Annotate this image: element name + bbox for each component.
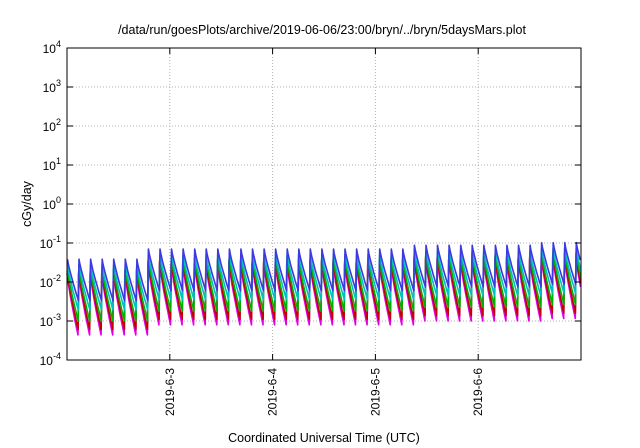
x-axis-label: Coordinated Universal Time (UTC) [228, 431, 420, 445]
y-axis-label: cGy/day [20, 180, 34, 227]
y-tick-label: 102 [43, 117, 61, 134]
x-tick-label: 2019-6-5 [368, 368, 382, 416]
x-tick-label: 2019-6-3 [163, 368, 177, 416]
x-tick-label: 2019-6-6 [471, 368, 485, 416]
x-tick-label: 2019-6-4 [266, 368, 280, 416]
grid [67, 48, 581, 360]
series-line-5 [66, 241, 581, 302]
data-series [66, 241, 582, 336]
y-tick-label: 10-4 [40, 351, 61, 368]
y-axis: 104 103 102 101 100 10-1 10-2 10-3 10-4 [40, 39, 581, 368]
y-tick-label: 10-3 [40, 312, 61, 329]
x-axis: 2019-6-3 2019-6-4 2019-6-5 2019-6-6 [163, 48, 485, 416]
chart-title: /data/run/goesPlots/archive/2019-06-06/2… [118, 23, 526, 37]
y-tick-label: 103 [43, 78, 61, 95]
y-tick-label: 104 [43, 39, 61, 56]
y-tick-label: 101 [43, 156, 61, 173]
y-tick-label: 10-2 [40, 273, 61, 290]
y-tick-label: 100 [43, 195, 61, 212]
y-tick-label: 10-1 [40, 234, 61, 251]
